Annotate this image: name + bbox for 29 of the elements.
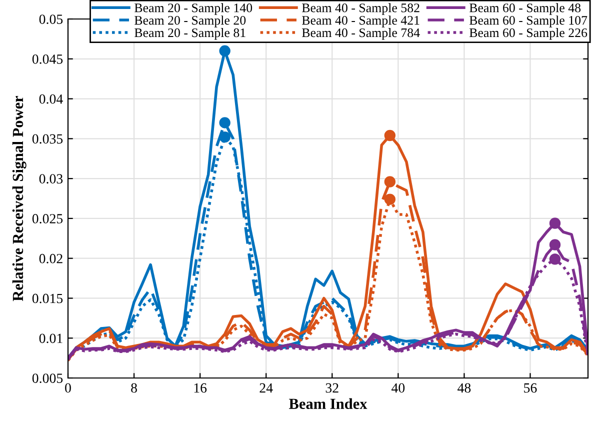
y-axis-title: Relative Received Signal Power [12, 96, 26, 302]
y-tick-label: 0.045 [32, 54, 63, 64]
x-tick-label: 48 [458, 383, 471, 393]
x-tick-label: 56 [524, 383, 537, 393]
x-tick-label: 32 [326, 383, 338, 393]
legend-label: Beam 60 - Sample 107 [469, 16, 588, 28]
legend-label: Beam 60 - Sample 226 [469, 28, 588, 40]
y-tick-label: 0.03 [39, 174, 63, 184]
x-tick-label: 40 [391, 383, 405, 393]
y-tick-label: 0.025 [32, 214, 63, 224]
legend-label: Beam 40 - Sample 784 [302, 28, 420, 40]
legend-label: Beam 40 - Sample 421 [302, 16, 420, 28]
y-tick-label: 0.035 [32, 134, 63, 144]
y-tick-label: 0.01 [39, 334, 62, 344]
x-axis-title: Beam Index [288, 398, 368, 409]
legend-label: Beam 40 - Sample 582 [302, 3, 420, 15]
y-tick-label: 0.02 [39, 254, 62, 264]
y-tick-label: 0.05 [39, 14, 63, 24]
y-tick-label: 0.015 [32, 294, 63, 304]
x-tick-label: 0 [65, 383, 71, 393]
x-tick-label: 16 [194, 383, 207, 393]
legend-label: Beam 20 - Sample 20 [134, 16, 246, 28]
x-tick-label: 24 [260, 383, 273, 392]
legend-label: Beam 20 - Sample 81 [134, 28, 246, 40]
x-tick-label: 8 [131, 383, 137, 393]
y-tick-label: 0.04 [39, 94, 63, 104]
y-tick-label: 0.005 [32, 374, 63, 384]
legend-label: Beam 60 - Sample 48 [469, 3, 581, 15]
legend-label: Beam 20 - Sample 140 [134, 3, 252, 15]
